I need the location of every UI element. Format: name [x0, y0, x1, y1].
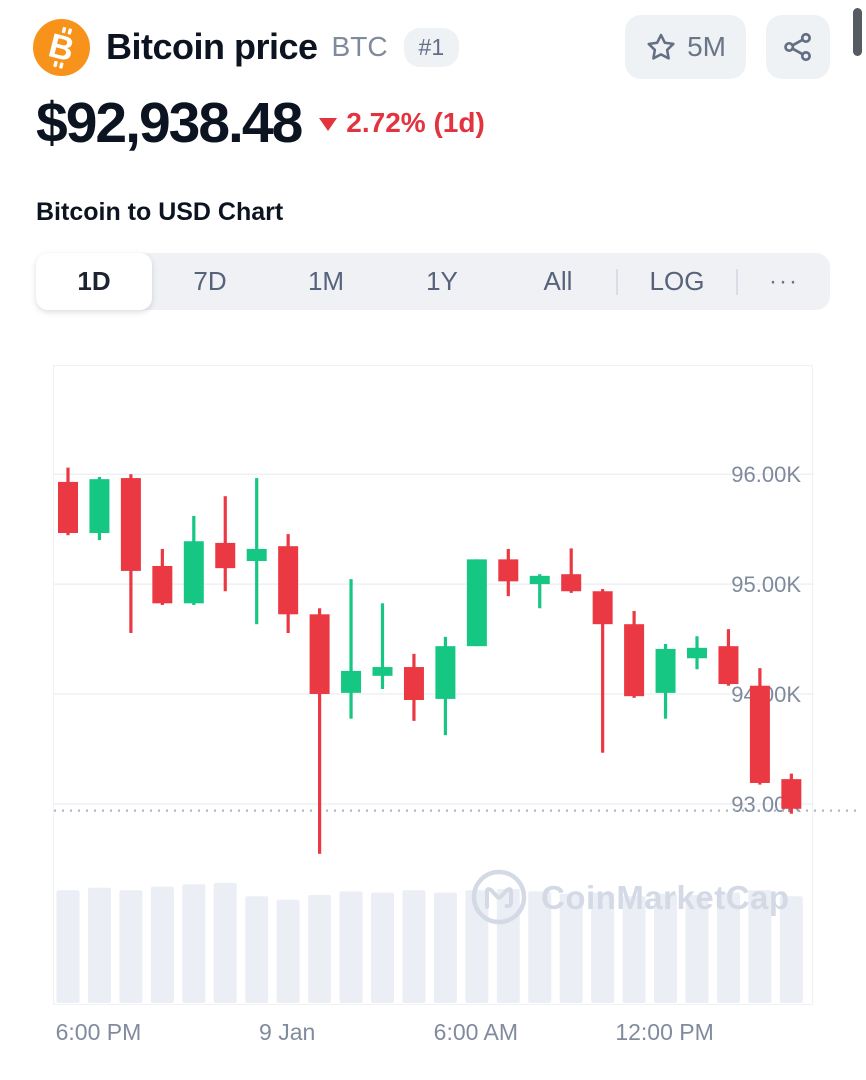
candle-down: [58, 467, 78, 536]
bitcoin-logo-icon: B: [33, 18, 90, 76]
chart-heading: Bitcoin to USD Chart: [36, 198, 284, 226]
candle-down: [624, 611, 645, 698]
tab-log[interactable]: LOG: [618, 253, 736, 310]
scrollbar-thumb[interactable]: [853, 8, 862, 56]
volume-bar: [182, 884, 206, 1003]
tab-7d[interactable]: 7D: [152, 253, 268, 310]
candle-up: [435, 636, 456, 736]
volume-bar: [685, 895, 709, 1003]
coinmarketcap-watermark: CoinMarketCap: [471, 869, 790, 925]
candle-down: [278, 534, 299, 633]
candle-down: [592, 589, 613, 753]
x-axis-label: 12:00 PM: [615, 1019, 714, 1045]
time-range-tabs: 1D 7D 1M 1Y All LOG ···: [36, 253, 830, 310]
volume-bar: [150, 886, 174, 1003]
candle-up: [655, 643, 676, 719]
candle-up: [466, 559, 487, 647]
candle-up: [341, 579, 362, 719]
header-actions: 5M: [625, 15, 830, 79]
tab-1d[interactable]: 1D: [36, 253, 152, 310]
volume-bar: [622, 896, 646, 1003]
candle-down: [215, 496, 236, 592]
candle-down: [561, 548, 582, 593]
volume-bar: [276, 899, 300, 1003]
volume-bar: [433, 892, 457, 1003]
candle-up: [183, 515, 204, 605]
coin-ticker: BTC: [331, 31, 388, 62]
coin-info: B Bitcoin price BTC #1: [33, 18, 460, 76]
volume-bar: [308, 895, 332, 1003]
triangle-down-icon: [319, 118, 338, 131]
rank-badge: #1: [403, 27, 460, 67]
volume-bar: [402, 890, 426, 1003]
price-section: $92,938.48 2.72% (1d): [36, 90, 485, 156]
candle-down: [309, 608, 330, 854]
tab-1y[interactable]: 1Y: [384, 253, 500, 310]
x-axis-label: 6:00 AM: [433, 1019, 519, 1045]
volume-bar: [528, 891, 552, 1003]
watchlist-button[interactable]: 5M: [625, 15, 746, 79]
volume-bar: [371, 892, 394, 1003]
candle-down: [781, 773, 802, 814]
candle-up: [529, 574, 550, 609]
volume-bar: [748, 890, 772, 1003]
candle-up: [372, 603, 393, 690]
volume-bar: [339, 891, 363, 1003]
price-change: 2.72% (1d): [319, 107, 485, 139]
candle-down: [403, 653, 424, 721]
volume-bar: [779, 896, 803, 1003]
volume-bar: [654, 893, 678, 1003]
star-icon: [645, 31, 677, 63]
share-icon: [781, 30, 815, 64]
tab-divider: [616, 268, 618, 295]
y-axis-label: 96.00K: [731, 462, 801, 487]
volume-bar: [87, 887, 111, 1003]
candle-down: [152, 548, 173, 605]
candle-up: [687, 636, 707, 670]
volume-bar: [559, 893, 583, 1003]
volume-bar: [716, 892, 740, 1003]
current-price: $92,938.48: [36, 91, 303, 155]
page-title: Bitcoin price: [106, 26, 318, 67]
candle-down: [120, 474, 141, 633]
x-axis: 6:00 PM 9 Jan 6:00 AM 12:00 PM: [0, 1019, 866, 1055]
candle-up: [246, 478, 267, 625]
tab-divider: [736, 268, 738, 295]
header: B Bitcoin price BTC #1 5M: [33, 15, 830, 79]
volume-bar: [119, 890, 143, 1003]
volume-bar: [245, 896, 269, 1003]
watchlist-count: 5M: [687, 31, 726, 62]
x-axis-label: 9 Jan: [259, 1019, 316, 1045]
candle-down: [749, 668, 770, 785]
price-change-text: 2.72% (1d): [346, 107, 485, 138]
volume-bar: [213, 883, 237, 1003]
tab-1m[interactable]: 1M: [268, 253, 384, 310]
y-axis-label: 95.00K: [731, 572, 801, 597]
tab-group-ranges: 1D 7D 1M 1Y All: [36, 253, 616, 310]
svg-text:CoinMarketCap: CoinMarketCap: [541, 879, 790, 916]
volume-bar: [591, 892, 615, 1003]
share-button[interactable]: [766, 15, 830, 79]
volume-bar: [56, 890, 80, 1003]
candle-down: [718, 629, 739, 686]
candle-up: [89, 476, 110, 541]
tab-all[interactable]: All: [500, 253, 616, 310]
x-axis-label: 6:00 PM: [55, 1019, 142, 1045]
candle-down: [498, 548, 519, 597]
more-options-button[interactable]: ···: [738, 253, 830, 310]
